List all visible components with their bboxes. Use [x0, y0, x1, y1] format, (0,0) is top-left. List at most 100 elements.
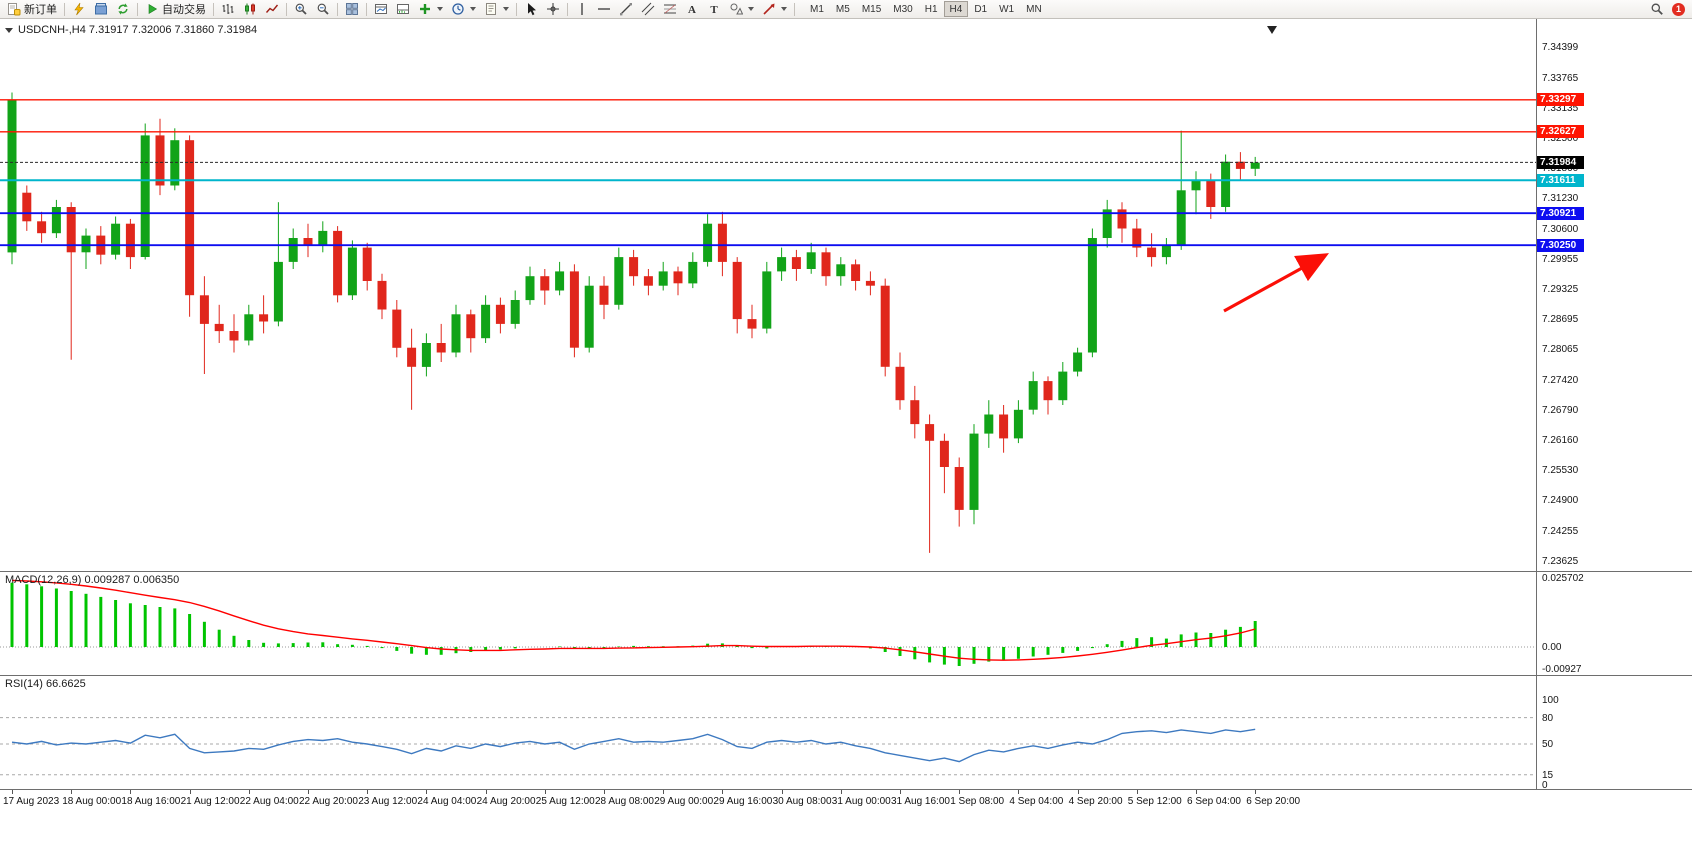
- price-axis-label: 7.29325: [1542, 284, 1579, 296]
- indicator-window-icon: [397, 4, 409, 14]
- timeframe-mn-button[interactable]: MN: [1020, 1, 1048, 17]
- text-label-icon: T: [710, 4, 718, 16]
- price-tag[interactable]: 7.33297: [1537, 93, 1584, 107]
- rsi-axis-label: 50: [1542, 739, 1554, 750]
- crosshair-tool-button[interactable]: [542, 1, 564, 18]
- toolbar-separator: [366, 2, 367, 16]
- trend-arrow-annotation[interactable]: [1223, 253, 1330, 313]
- price-axis-label: 7.23625: [1542, 556, 1579, 568]
- price-scale[interactable]: 7.34399 7.33765 7.33135 7.32500 7.31860 7.312…: [1537, 19, 1692, 791]
- arrows-tool-button[interactable]: [758, 1, 791, 18]
- rsi-line: [11, 728, 1256, 763]
- indicator-window-button[interactable]: [392, 1, 414, 18]
- shapes-tool-button[interactable]: [725, 1, 758, 18]
- text-label-tool-button[interactable]: T: [703, 1, 725, 18]
- time-axis-label: 23 Aug 12:00: [358, 796, 418, 807]
- shapes-icon: [730, 3, 743, 15]
- new-chart-button[interactable]: [68, 1, 90, 18]
- search-icon: [1651, 3, 1663, 15]
- rsi-axis-label: 100: [1542, 695, 1559, 706]
- time-axis-label: 24 Aug 04:00: [417, 796, 477, 807]
- timeframe-d1-button[interactable]: D1: [968, 1, 993, 17]
- cursor-tool-button[interactable]: [520, 1, 542, 18]
- search-button[interactable]: [1646, 1, 1668, 18]
- time-axis-label: 6 Sep 04:00: [1187, 796, 1241, 807]
- zoom-in-button[interactable]: [290, 1, 312, 18]
- timeframe-h4-button[interactable]: H4: [943, 1, 969, 17]
- price-axis-label: 7.33135: [1542, 102, 1579, 114]
- price-axis-label: 7.24255: [1542, 526, 1579, 538]
- price-tag[interactable]: 7.32627: [1537, 125, 1584, 139]
- auto-trading-button[interactable]: 自动交易: [141, 1, 210, 18]
- candlestick-mode-button[interactable]: [239, 1, 261, 18]
- timeframe-m30-button[interactable]: M30: [887, 1, 918, 17]
- trendline-tool-button[interactable]: [615, 1, 637, 18]
- timeframe-m5-button[interactable]: M5: [830, 1, 856, 17]
- rsi-axis-label: 0: [1542, 780, 1548, 791]
- price-axis-label: 7.28695: [1542, 314, 1579, 326]
- profiles-button[interactable]: [90, 1, 112, 18]
- symbol-dropdown-icon[interactable]: [5, 27, 13, 33]
- price-scale-divider: [1536, 19, 1537, 790]
- macd-indicator-label: MACD(12,26,9) 0.009287 0.006350: [5, 574, 180, 586]
- bar-chart-mode-button[interactable]: [217, 1, 239, 18]
- price-axis-label: 7.31230: [1542, 193, 1579, 205]
- fibonacci-tool-button[interactable]: [659, 1, 681, 18]
- zoom-out-icon: [317, 3, 329, 15]
- data-window-button[interactable]: [370, 1, 392, 18]
- data-window-icon: [375, 4, 387, 14]
- time-tick: [722, 790, 724, 794]
- zoom-in-icon: [295, 3, 307, 15]
- period-button[interactable]: [447, 1, 480, 18]
- time-tick: [840, 790, 842, 794]
- time-tick: [426, 790, 428, 794]
- timeframe-m15-button[interactable]: M15: [856, 1, 887, 17]
- price-axis-label: 7.33765: [1542, 72, 1579, 84]
- tile-windows-button[interactable]: [341, 1, 363, 18]
- time-tick: [900, 790, 901, 794]
- horizontal-line-icon: [598, 8, 610, 10]
- horizontal-line-tool-button[interactable]: [593, 1, 615, 18]
- tile-windows-icon: [346, 3, 358, 15]
- text-tool-button[interactable]: A: [681, 1, 703, 18]
- timeframe-h1-button[interactable]: H1: [919, 1, 944, 17]
- timeframe-m1-button[interactable]: M1: [804, 1, 830, 17]
- toolbar-separator: [516, 2, 517, 16]
- time-tick: [781, 790, 783, 794]
- toolbar-separator: [137, 2, 138, 16]
- macd-axis-label: 0.025702: [1542, 573, 1584, 584]
- macd-indicator-chart[interactable]: [0, 572, 1537, 675]
- main-candlestick-chart[interactable]: [0, 19, 1537, 571]
- time-axis-label: 31 Aug 00:00: [831, 796, 891, 807]
- trendline-icon: [620, 3, 632, 16]
- template-button[interactable]: [480, 1, 513, 18]
- template-icon: [486, 3, 496, 15]
- new-order-button[interactable]: 新订单: [3, 1, 61, 18]
- channel-tool-button[interactable]: [637, 1, 659, 18]
- line-chart-mode-button[interactable]: [261, 1, 283, 18]
- cursor-icon: [528, 3, 536, 16]
- price-tag[interactable]: 7.30921: [1537, 206, 1584, 220]
- vertical-line-tool-button[interactable]: [571, 1, 593, 18]
- timeframe-w1-button[interactable]: W1: [993, 1, 1020, 17]
- time-axis-label: 17 Aug 2023: [3, 796, 60, 807]
- new-chart-icon: [74, 2, 84, 16]
- time-tick: [1077, 790, 1079, 794]
- svg-text:T: T: [710, 4, 718, 16]
- candlestick-icon: [245, 3, 255, 15]
- price-tag[interactable]: 7.31611: [1537, 173, 1584, 187]
- time-axis-label: 30 Aug 08:00: [772, 796, 832, 807]
- add-indicator-button[interactable]: [414, 1, 447, 18]
- rsi-indicator-chart[interactable]: [0, 676, 1537, 789]
- refresh-button[interactable]: [112, 1, 134, 18]
- zoom-out-button[interactable]: [312, 1, 334, 18]
- price-tag[interactable]: 7.30250: [1537, 238, 1584, 252]
- panel-divider[interactable]: [0, 675, 1692, 676]
- time-scale[interactable]: 17 Aug 2023 18 Aug 00:00 18 Aug 16:00 21 Au…: [0, 790, 1692, 814]
- chart-shift-marker[interactable]: [1267, 26, 1277, 34]
- price-tag[interactable]: 7.31984: [1537, 155, 1584, 169]
- toolbar-separator: [337, 2, 338, 16]
- panel-divider[interactable]: [0, 571, 1692, 572]
- notification-button[interactable]: 1: [1668, 1, 1689, 18]
- price-axis-label: 7.28065: [1542, 344, 1579, 356]
